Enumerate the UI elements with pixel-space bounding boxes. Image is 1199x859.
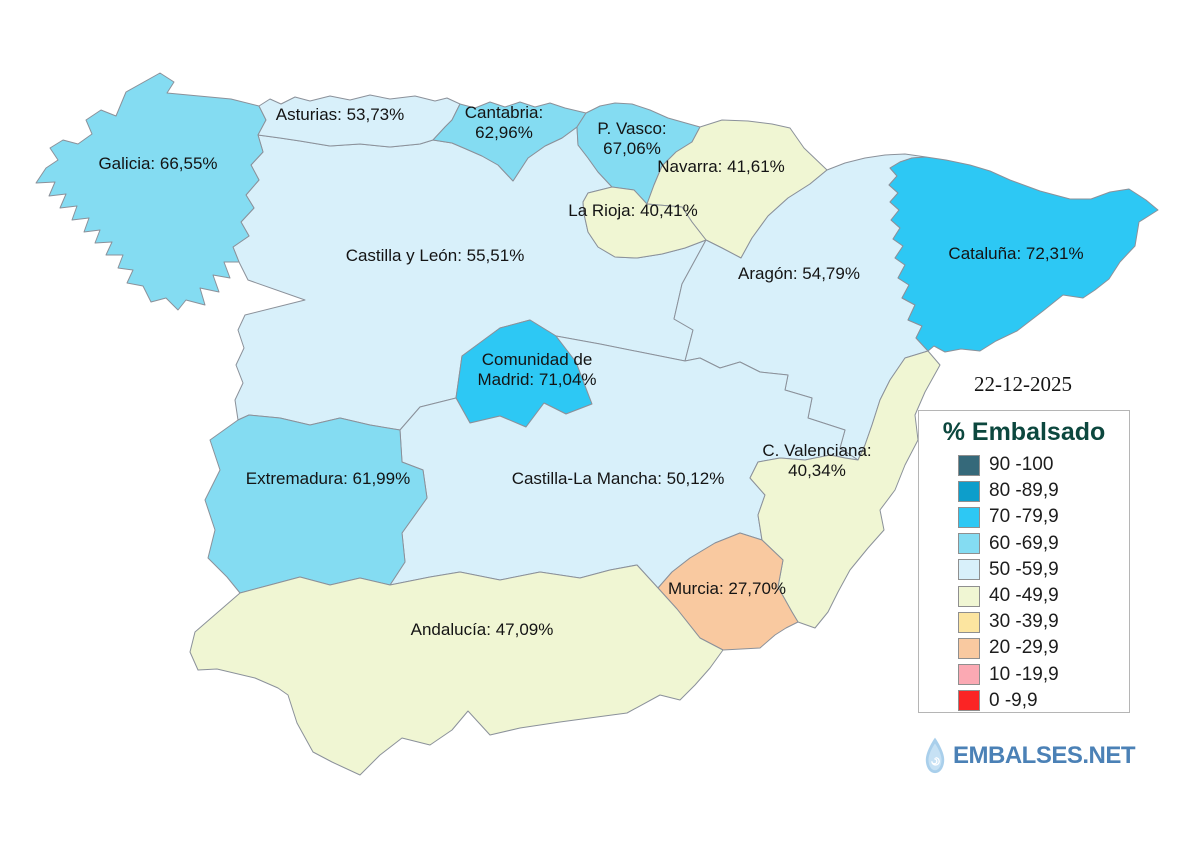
legend-item: 60 -69,9 <box>919 531 1129 557</box>
legend-range-label: 40 -49,9 <box>989 585 1059 607</box>
region-cantabria[interactable] <box>432 101 587 182</box>
map-date: 22-12-2025 <box>974 372 1072 396</box>
legend-item: 20 -29,9 <box>919 635 1129 661</box>
legend-item: 10 -19,9 <box>919 662 1129 688</box>
embalses-net-wordmark: EMBALSES.NET <box>953 742 1136 769</box>
legend-range-label: 90 -100 <box>989 454 1054 476</box>
legend-range-label: 30 -39,9 <box>989 611 1059 633</box>
legend-range-label: 10 -19,9 <box>989 663 1059 685</box>
region-cataluna[interactable] <box>888 156 1159 353</box>
legend-item: 50 -59,9 <box>919 557 1129 583</box>
legend-item: 80 -89,9 <box>919 478 1129 504</box>
water-drop-icon <box>925 737 945 774</box>
region-asturias[interactable] <box>257 94 461 148</box>
embalses-net-logo[interactable]: EMBALSES.NET <box>922 736 1136 776</box>
legend-box: % Embalsado 90 -100 80 -89,9 70 -79,9 60 -6… <box>918 410 1130 713</box>
legend-range-label: 80 -89,9 <box>989 480 1059 502</box>
legend-item: 90 -100 <box>919 452 1129 478</box>
legend-swatch <box>958 611 980 633</box>
legend-range-label: 50 -59,9 <box>989 558 1059 580</box>
legend-item: 70 -79,9 <box>919 504 1129 530</box>
legend-item: 30 -39,9 <box>919 609 1129 635</box>
legend-swatch <box>958 637 980 659</box>
legend-range-label: 70 -79,9 <box>989 506 1059 528</box>
legend-range-label: 60 -69,9 <box>989 532 1059 554</box>
region-extremadura[interactable] <box>204 414 428 594</box>
legend-item: 40 -49,9 <box>919 583 1129 609</box>
legend-range-label: 0 -9,9 <box>989 689 1038 711</box>
legend-title: % Embalsado <box>942 418 1106 446</box>
legend-swatch <box>958 559 980 581</box>
legend-swatch <box>958 690 980 712</box>
legend-swatch <box>958 480 980 502</box>
legend-swatch <box>958 533 980 555</box>
region-murcia[interactable] <box>657 532 799 651</box>
legend-swatch <box>958 506 980 528</box>
legend-range-label: 20 -29,9 <box>989 637 1059 659</box>
region-galicia[interactable] <box>35 72 267 311</box>
region-andalucia[interactable] <box>189 564 724 776</box>
legend-swatch <box>958 585 980 607</box>
legend-swatch <box>958 454 980 476</box>
legend-swatch <box>958 664 980 686</box>
region-la-rioja[interactable] <box>582 186 707 259</box>
legend-item: 0 -9,9 <box>919 688 1129 714</box>
legend-rows: 90 -100 80 -89,9 70 -79,9 60 -69,9 50 -59,9 4… <box>919 452 1129 714</box>
